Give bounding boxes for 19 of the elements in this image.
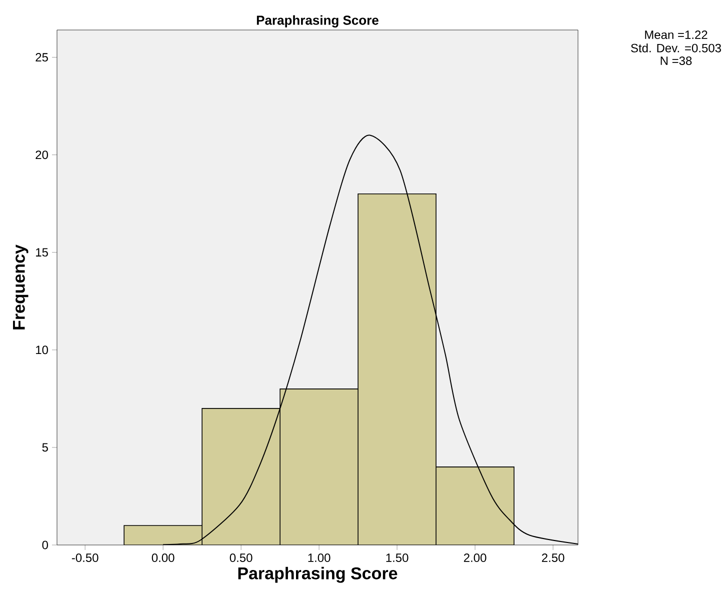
text: Std. Dev. =0.503 bbox=[631, 44, 721, 52]
y-tick-label: 0 bbox=[42, 540, 48, 550]
text: Mean =1.22 bbox=[645, 30, 708, 40]
y-axis-title: Frequency bbox=[13, 244, 28, 330]
y-tick-label: 25 bbox=[36, 53, 48, 62]
y-tick-label: 20 bbox=[36, 150, 48, 160]
chart-title: Paraphrasing Score bbox=[256, 15, 378, 28]
x-tick-label: 1.00 bbox=[308, 554, 330, 562]
x-axis-title: Paraphrasing Score bbox=[238, 566, 398, 583]
y-tick-label: 15 bbox=[36, 248, 48, 257]
text: N =38 bbox=[660, 56, 692, 66]
x-tick-label: 2.50 bbox=[542, 554, 564, 562]
x-tick-label: 2.00 bbox=[464, 554, 486, 562]
y-tick-label: 5 bbox=[42, 443, 48, 452]
y-tick-label: 10 bbox=[36, 346, 48, 354]
x-tick-label: -0.50 bbox=[72, 554, 98, 562]
x-tick-label: 1.50 bbox=[386, 554, 408, 562]
x-tick-label: 0.50 bbox=[230, 554, 252, 562]
x-tick-label: 0.00 bbox=[152, 554, 174, 562]
